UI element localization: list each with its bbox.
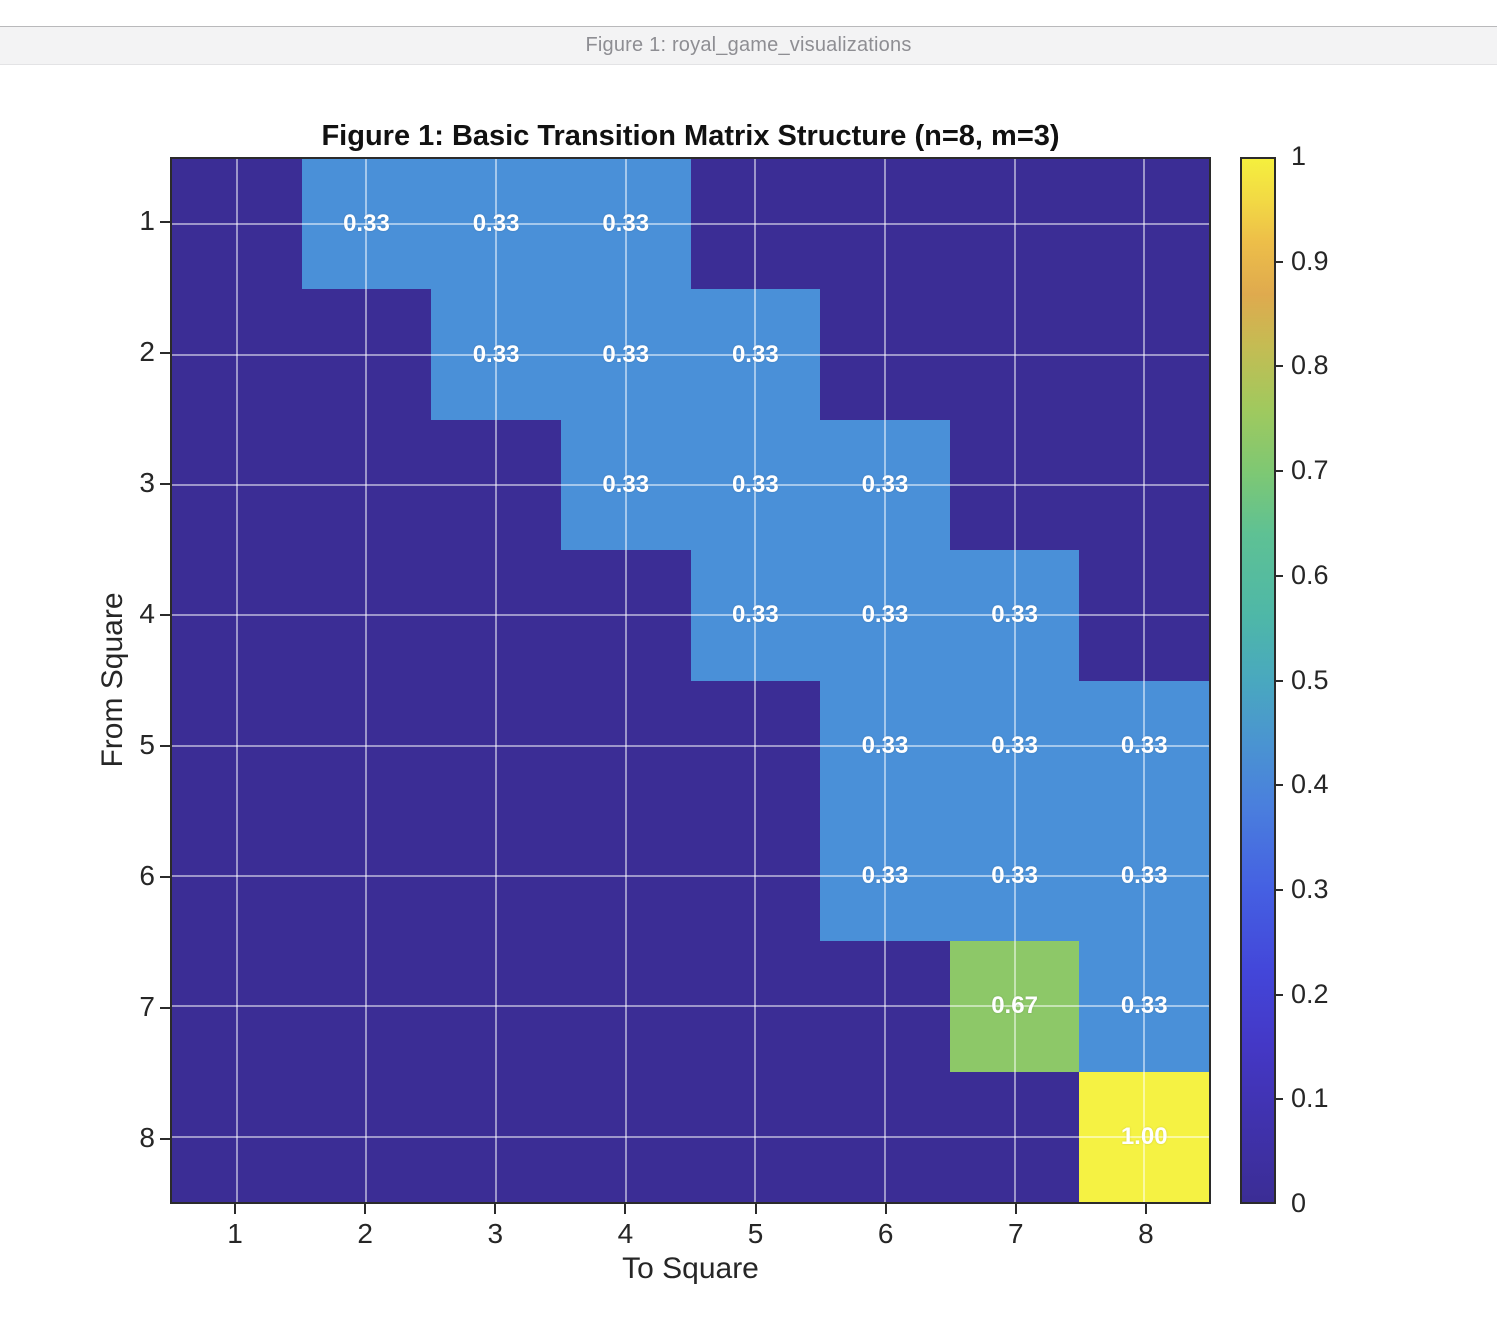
- heatmap-cells-layer: 0.33 0.33 0.33 0.33 0.33 0.33 0.33 0.33 0.33 0.33…: [172, 159, 1209, 1202]
- heatmap-cell-value: 0.33: [731, 340, 779, 368]
- gridline-vertical: [754, 159, 757, 1202]
- heatmap-cell-value: 0.33: [991, 601, 1038, 629]
- gridline-horizontal: [172, 223, 1209, 226]
- colorbar-tick-label: 0.9: [1291, 245, 1329, 276]
- colorbar-tick-label: 0.5: [1291, 664, 1329, 695]
- x-tick-label: 6: [877, 1218, 894, 1249]
- heatmap-cell-value: 0.33: [731, 601, 779, 629]
- x-tick-label: 4: [617, 1218, 634, 1249]
- colorbar-tick-mark: [1274, 784, 1283, 787]
- colorbar-tick-mark: [1274, 260, 1283, 263]
- gridline-horizontal: [172, 614, 1209, 617]
- x-tick-label: 1: [227, 1218, 243, 1249]
- heatmap-cell-value: 0.33: [602, 470, 650, 498]
- heatmap-cell-value: 0.33: [861, 470, 909, 498]
- heatmap-cell-value: 0.33: [1120, 992, 1168, 1020]
- colorbar-tick-mark: [1274, 993, 1283, 996]
- gridline-vertical: [883, 159, 886, 1202]
- heatmap-cell-value: 0.33: [861, 731, 909, 759]
- colorbar-tick-label: 0.2: [1291, 978, 1329, 1009]
- colorbar-tick-label: 0.8: [1291, 350, 1329, 381]
- x-tick-mark: [234, 1204, 237, 1214]
- y-tick-label: 4: [139, 598, 155, 630]
- colorbar-tick-mark: [1274, 365, 1283, 368]
- x-tick-mark: [364, 1204, 367, 1214]
- y-tick-label: 6: [139, 859, 155, 891]
- y-tick-label: 2: [139, 336, 155, 368]
- colorbar-tick-label: 0.4: [1291, 769, 1329, 800]
- y-tick-mark: [160, 483, 170, 486]
- x-tick-mark: [884, 1204, 887, 1214]
- heatmap-cell-value: 0.33: [991, 862, 1038, 890]
- heatmap-cell-value: 0.33: [861, 862, 909, 890]
- heatmap-cell-value: 0.33: [602, 340, 650, 368]
- heatmap-cell-value: 0.33: [602, 210, 650, 238]
- window-title: Figure 1: royal_game_visualizations: [585, 34, 912, 56]
- x-tick-label: 8: [1138, 1218, 1154, 1249]
- colorbar-tick-mark: [1274, 679, 1283, 682]
- gridline-horizontal: [172, 483, 1209, 486]
- x-tick-mark: [624, 1204, 627, 1214]
- y-tick-mark: [160, 221, 170, 224]
- colorbar-tick-label: 0.3: [1291, 873, 1329, 904]
- gridline-horizontal: [172, 744, 1209, 747]
- colorbar-tick-label: 1: [1291, 141, 1307, 171]
- heatmap-cell-value: 1.00: [1120, 1122, 1168, 1150]
- x-tick-label: 2: [357, 1218, 373, 1249]
- window-titlebar: Figure 1: royal_game_visualizations: [0, 26, 1497, 65]
- heatmap-cell-value: 0.33: [991, 731, 1038, 759]
- y-axis-label: From Square: [96, 592, 129, 768]
- heatmap-plot: 0.33 0.33 0.33 0.33 0.33 0.33 0.33 0.33 0.33 0.33…: [170, 157, 1211, 1204]
- gridline-horizontal: [172, 1005, 1209, 1008]
- x-tick-mark: [494, 1204, 497, 1214]
- y-tick-mark: [160, 1006, 170, 1009]
- y-tick-mark: [160, 875, 170, 878]
- x-tick-mark: [754, 1204, 757, 1214]
- y-tick-mark: [160, 614, 170, 617]
- x-axis-label: To Square: [622, 1252, 759, 1285]
- gridline-vertical: [365, 159, 368, 1202]
- colorbar-tick-mark: [1274, 470, 1283, 473]
- y-tick-label: 5: [139, 728, 155, 760]
- x-tick-mark: [1014, 1204, 1017, 1214]
- heatmap-cell-value: 0.33: [472, 210, 520, 238]
- x-tick-label: 7: [1008, 1218, 1024, 1249]
- x-tick-mark: [1144, 1204, 1147, 1214]
- heatmap-cell-value: 0.33: [731, 470, 779, 498]
- heatmap-cell-value: 0.33: [472, 340, 520, 368]
- colorbar-tick-label: 0.6: [1291, 559, 1329, 590]
- y-tick-mark: [160, 744, 170, 747]
- heatmap-cell-value: 0.33: [1120, 862, 1168, 890]
- y-tick-mark: [160, 352, 170, 355]
- heatmap-cell-value: 0.33: [861, 601, 909, 629]
- gridline-vertical: [495, 159, 498, 1202]
- gridline-vertical: [1013, 159, 1016, 1202]
- gridline-horizontal: [172, 1135, 1209, 1138]
- colorbar-tick-label: 0.7: [1291, 455, 1329, 486]
- y-tick-label: 8: [139, 1121, 155, 1153]
- heatmap-cell-value: 0.33: [343, 210, 390, 238]
- heatmap-cell-value: 0.67: [991, 992, 1038, 1020]
- colorbar-tick-mark: [1274, 574, 1283, 577]
- gridline-vertical: [235, 159, 238, 1202]
- gridline-horizontal: [172, 353, 1209, 356]
- x-tick-label: 5: [747, 1218, 764, 1249]
- y-tick-label: 7: [139, 990, 155, 1022]
- gridline-horizontal: [172, 875, 1209, 878]
- y-tick-label: 3: [139, 467, 155, 499]
- colorbar: [1240, 157, 1276, 1204]
- colorbar-tick-mark: [1274, 888, 1283, 891]
- gridline-vertical: [1143, 159, 1146, 1202]
- y-tick-label: 1: [139, 205, 155, 237]
- x-tick-label: 3: [487, 1218, 504, 1249]
- heatmap-cell-value: 0.33: [1120, 731, 1168, 759]
- gridline-vertical: [624, 159, 627, 1202]
- y-tick-mark: [160, 1137, 170, 1140]
- chart-title: Figure 1: Basic Transition Matrix Struct…: [321, 120, 1060, 152]
- colorbar-tick-mark: [1274, 1098, 1283, 1101]
- colorbar-tick-label: 0.1: [1291, 1083, 1329, 1114]
- colorbar-tick-label: 0: [1291, 1188, 1307, 1218]
